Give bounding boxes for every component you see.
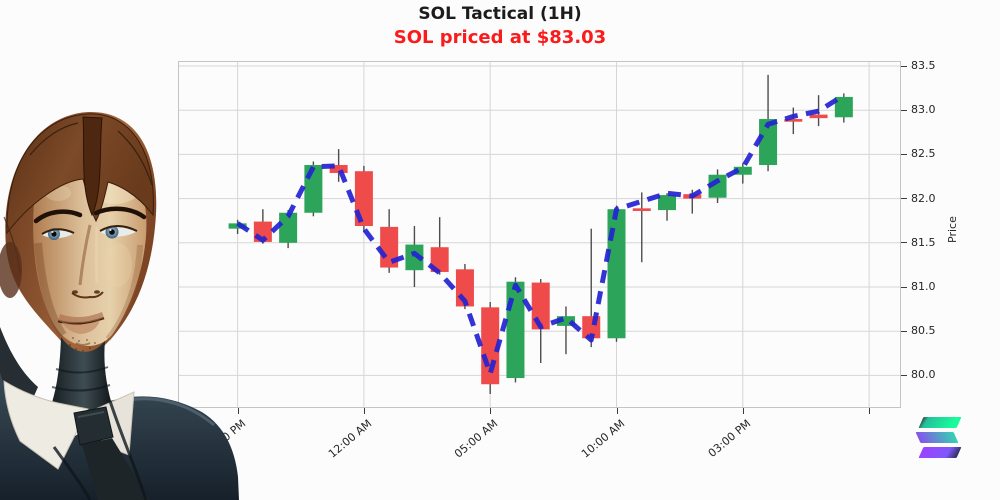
robot-body bbox=[0, 327, 239, 500]
y-tick-label: 81.5 bbox=[911, 235, 936, 249]
y-tick-mark bbox=[901, 65, 907, 67]
candle-body bbox=[556, 316, 575, 326]
y-tick-label: 81.0 bbox=[911, 280, 936, 293]
chart-title: SOL Tactical (1H) bbox=[418, 4, 582, 24]
android-portrait bbox=[0, 111, 239, 500]
y-tick-mark bbox=[901, 286, 907, 288]
y-tick-mark bbox=[901, 153, 907, 155]
candle-body bbox=[708, 174, 727, 198]
plot-border bbox=[178, 61, 901, 408]
y-tick-mark bbox=[901, 242, 907, 244]
trend-line bbox=[236, 93, 846, 377]
candle-body bbox=[430, 247, 449, 272]
y-tick-mark bbox=[901, 198, 907, 200]
robot-head bbox=[0, 111, 157, 354]
left-eyebrow bbox=[33, 209, 83, 224]
x-tick-mark bbox=[237, 408, 239, 414]
x-tick-label: 05:00 AM bbox=[452, 417, 501, 461]
candle-body bbox=[405, 244, 424, 271]
forehead-panel bbox=[82, 116, 103, 217]
y-axis-title: Price bbox=[946, 216, 959, 243]
y-tick-mark bbox=[901, 374, 907, 376]
candle-body bbox=[809, 114, 828, 119]
plot-area bbox=[178, 61, 901, 408]
x-tick-label: 10:00 AM bbox=[578, 417, 627, 461]
y-tick-label: 82.0 bbox=[911, 191, 936, 205]
solana-logo-bar-top bbox=[918, 417, 962, 428]
x-tick-mark bbox=[363, 408, 365, 414]
chin-stubble bbox=[69, 337, 96, 352]
candle-body bbox=[733, 166, 752, 175]
solana-logo-bar-middle bbox=[915, 432, 959, 443]
y-tick-label: 82.5 bbox=[911, 147, 936, 161]
chart-header: SOL Tactical (1H) SOL priced at $83.03 bbox=[0, 2, 1000, 50]
candlestick-chart bbox=[178, 61, 901, 408]
x-tick-label: 03:00 PM bbox=[705, 417, 754, 460]
solana-logo-bar-bottom bbox=[918, 447, 962, 458]
x-tick-mark bbox=[490, 408, 492, 414]
ear-shadow bbox=[0, 242, 22, 298]
neck bbox=[47, 337, 114, 417]
candle-body bbox=[506, 281, 525, 379]
x-tick-mark bbox=[742, 408, 744, 414]
y-tick-mark bbox=[901, 109, 907, 111]
candle-body bbox=[329, 165, 348, 173]
candle-body bbox=[784, 119, 803, 122]
x-tick-label: 12:00 AM bbox=[325, 417, 375, 461]
candle-body bbox=[658, 195, 677, 211]
candle-body bbox=[759, 119, 778, 166]
y-tick-label: 80.5 bbox=[911, 324, 936, 338]
robot-face-features bbox=[33, 206, 147, 352]
nose bbox=[78, 224, 92, 286]
y-tick-label: 83.0 bbox=[911, 103, 936, 117]
solana-logo bbox=[914, 417, 966, 465]
x-tick-mark bbox=[616, 408, 618, 414]
candle-body bbox=[632, 208, 651, 211]
chart-subtitle: SOL priced at $83.03 bbox=[393, 27, 607, 48]
shirt-collar-left bbox=[3, 380, 89, 470]
right-eyebrow bbox=[93, 206, 147, 220]
candle-body bbox=[834, 96, 853, 118]
y-tick-label: 80.0 bbox=[911, 368, 936, 382]
y-tick-mark bbox=[901, 330, 907, 332]
lapel-right bbox=[108, 400, 148, 500]
candle-body bbox=[607, 209, 626, 339]
lapel-left bbox=[52, 446, 92, 500]
x-tick-mark bbox=[869, 408, 871, 414]
candle-body bbox=[279, 212, 298, 243]
tie bbox=[82, 438, 150, 500]
y-tick-label: 83.5 bbox=[911, 59, 936, 72]
